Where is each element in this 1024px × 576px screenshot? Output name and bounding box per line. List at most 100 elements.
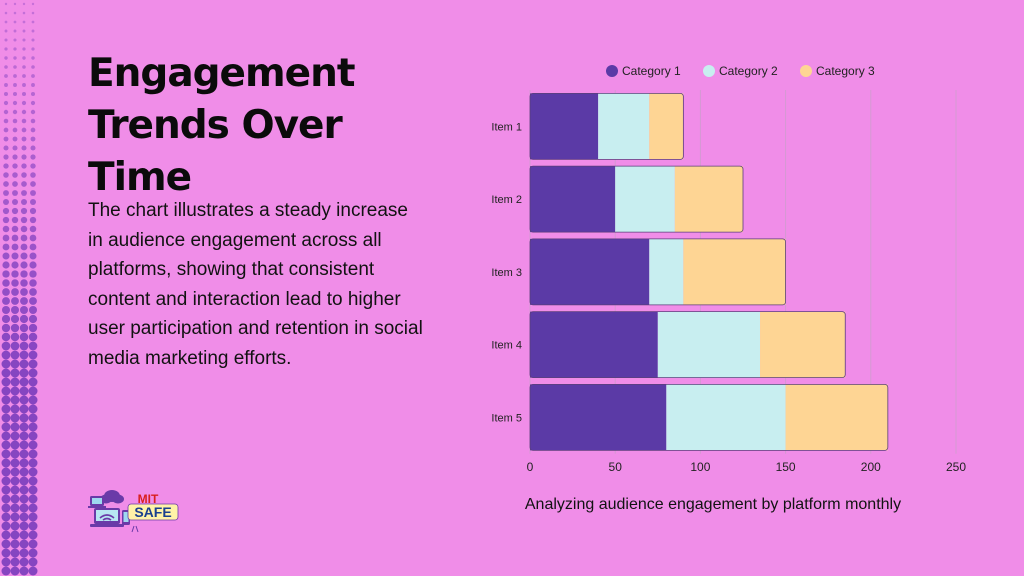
decorative-dot [3,118,9,124]
chart-x-tick-labels: 0 50 100 150 200 250 [527,460,967,474]
bar-segment [530,384,667,451]
decorative-dot [10,458,20,468]
decorative-dot [10,440,20,450]
decorative-dot [19,395,29,405]
x-tick-label: 0 [527,460,534,474]
decorative-dot [28,503,38,513]
decorative-dot [22,83,26,87]
decorative-dot [28,305,38,315]
decorative-dot [29,270,37,278]
decorative-dot [4,38,8,42]
decorative-dot [20,207,28,215]
decorative-dot [22,2,26,6]
decorative-dot [20,261,28,269]
decorative-dot [1,494,11,504]
y-tick-label: Item 1 [491,121,522,133]
decorative-dot [3,127,9,133]
decorative-dot [20,243,28,251]
decorative-dot [30,145,36,151]
bar-outline [529,165,744,233]
decorative-dot [22,56,26,60]
decorative-dot [10,368,20,378]
decorative-dot [10,359,20,369]
bar-segment [615,166,675,233]
decorative-dot [12,91,18,97]
decorative-dot [19,314,29,324]
decorative-dot [1,341,11,351]
decorative-dot [19,512,29,522]
stacked-bar-chart: Category 1 Category 2 Category 3 Item 1Ite… [491,64,967,474]
decorative-dot [29,207,37,215]
decorative-dot [29,297,37,305]
chart-y-tick-labels: Item 1 Item 2 Item 3 Item 4 Item 5 [491,121,522,424]
bar-outline [529,383,889,451]
decorative-dot [4,47,8,51]
decorative-dot [29,279,37,287]
decorative-dot [13,47,17,51]
decorative-dot [10,386,20,396]
decorative-dot [22,65,26,69]
decorative-dot [12,145,18,151]
decorative-dot [19,485,29,495]
decorative-dot [11,279,19,287]
x-tick-label: 250 [946,460,966,474]
decorative-dot [2,225,10,233]
y-tick-label: Item 5 [491,412,522,424]
decorative-dot [30,181,36,187]
decorative-dot [30,154,36,160]
decorative-dot [28,539,38,549]
decorative-dot [19,350,29,360]
decorative-dot [1,503,11,513]
decorative-dot [19,521,29,531]
decorative-dot [20,252,28,260]
decorative-dot [30,190,36,196]
decorative-dot [2,261,10,269]
decorative-dot [19,305,29,315]
decorative-dot [19,458,29,468]
decorative-dot [19,431,29,441]
decorative-dot [2,198,10,206]
decorative-dot [19,332,29,342]
decorative-dot [20,279,28,287]
decorative-dot [30,127,36,133]
decorative-dot [28,458,38,468]
decorative-dot [11,297,19,305]
decorative-dot [11,288,19,296]
decorative-dot [10,494,20,504]
decorative-dot [1,323,11,333]
decorative-dot [4,2,8,6]
logo-text-mit: MIT [138,492,159,506]
decorative-dot [1,485,11,495]
legend-label: Category 3 [816,64,875,78]
decorative-dot [30,163,36,169]
decorative-dot [28,485,38,495]
decorative-dot [11,243,19,251]
decorative-dot [28,548,38,558]
decorative-dot [28,386,38,396]
decorative-dot [1,332,11,342]
decorative-dot [10,548,20,558]
decorative-dot [28,332,38,342]
decorative-dot [21,91,27,97]
decorative-dot [1,539,11,549]
decorative-dot [10,377,20,387]
decorative-dot [10,395,20,405]
decorative-dot [11,207,19,215]
decorative-dot [19,467,29,477]
decorative-dot [21,118,27,124]
decorative-dot [13,83,17,87]
x-tick-label: 150 [776,460,796,474]
decorative-dot [30,172,36,178]
bar-outline [529,92,684,160]
dot-pattern-decoration [1,2,38,576]
decorative-dot [12,172,18,178]
decorative-dot [2,288,10,296]
decorative-dot [10,566,20,576]
chart-legend: Category 1 Category 2 Category 3 [606,64,875,78]
decorative-dot [29,243,37,251]
decorative-dot [19,386,29,396]
decorative-dot [30,91,36,97]
decorative-dot [19,566,29,576]
decorative-dot [13,65,17,69]
decorative-dot [1,377,11,387]
